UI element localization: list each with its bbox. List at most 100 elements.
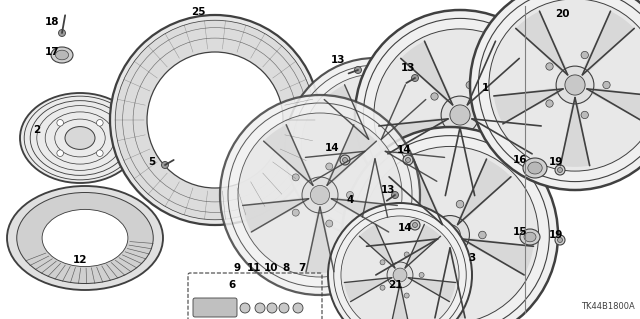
Circle shape [456, 200, 464, 208]
Text: 2: 2 [33, 125, 40, 135]
Circle shape [293, 303, 303, 313]
Text: 9: 9 [234, 263, 241, 273]
Circle shape [238, 113, 402, 277]
Polygon shape [580, 11, 634, 76]
Polygon shape [264, 125, 315, 187]
Circle shape [565, 75, 585, 95]
Circle shape [302, 177, 338, 213]
Ellipse shape [17, 192, 153, 284]
Circle shape [301, 74, 449, 222]
Circle shape [420, 212, 428, 220]
Polygon shape [389, 159, 444, 226]
Circle shape [466, 81, 474, 89]
Polygon shape [461, 237, 534, 275]
Circle shape [403, 155, 413, 165]
Text: 13: 13 [401, 63, 415, 73]
Circle shape [450, 105, 470, 125]
Circle shape [341, 216, 459, 319]
Circle shape [350, 161, 356, 167]
Text: 3: 3 [468, 253, 476, 263]
Circle shape [404, 252, 409, 257]
Polygon shape [390, 284, 410, 319]
Polygon shape [471, 117, 541, 154]
Circle shape [555, 165, 565, 175]
Circle shape [97, 150, 103, 156]
Text: 13: 13 [381, 185, 396, 195]
Circle shape [340, 155, 350, 165]
Polygon shape [324, 85, 371, 141]
Circle shape [240, 303, 250, 313]
Polygon shape [362, 159, 388, 218]
Circle shape [359, 132, 391, 164]
Polygon shape [380, 85, 426, 141]
Polygon shape [456, 159, 511, 226]
Circle shape [431, 216, 470, 255]
Text: 14: 14 [324, 143, 339, 153]
Circle shape [556, 66, 594, 104]
Polygon shape [494, 87, 564, 124]
Circle shape [115, 20, 315, 220]
Circle shape [97, 120, 103, 126]
Circle shape [399, 145, 405, 151]
Polygon shape [435, 248, 465, 319]
Text: 20: 20 [555, 9, 569, 19]
Ellipse shape [524, 232, 536, 242]
Circle shape [431, 130, 438, 137]
Circle shape [161, 161, 168, 168]
Circle shape [57, 150, 63, 156]
Circle shape [58, 29, 65, 36]
Text: 17: 17 [45, 47, 60, 57]
Circle shape [456, 262, 464, 270]
Circle shape [355, 10, 565, 220]
Circle shape [581, 111, 588, 119]
Circle shape [285, 58, 465, 238]
Circle shape [440, 225, 460, 245]
Circle shape [410, 220, 420, 230]
Circle shape [393, 268, 407, 282]
Ellipse shape [520, 229, 540, 245]
Ellipse shape [65, 127, 95, 149]
Circle shape [267, 303, 277, 313]
Circle shape [420, 250, 428, 258]
Ellipse shape [523, 158, 547, 178]
Text: 7: 7 [298, 263, 306, 273]
Circle shape [220, 95, 420, 295]
Text: 13: 13 [331, 55, 345, 65]
Circle shape [355, 66, 362, 73]
Text: 4: 4 [346, 195, 354, 205]
Polygon shape [561, 97, 589, 167]
Circle shape [279, 303, 289, 313]
Circle shape [255, 303, 265, 313]
Text: 15: 15 [513, 227, 527, 237]
Circle shape [419, 272, 424, 278]
Polygon shape [331, 197, 397, 232]
Circle shape [441, 96, 479, 134]
Circle shape [555, 235, 565, 245]
Polygon shape [360, 224, 396, 269]
Polygon shape [408, 276, 456, 302]
Circle shape [387, 262, 413, 288]
Circle shape [380, 171, 387, 177]
Text: 5: 5 [148, 157, 156, 167]
Circle shape [57, 120, 63, 126]
Circle shape [342, 127, 558, 319]
Text: 14: 14 [397, 145, 412, 155]
Text: 19: 19 [549, 157, 563, 167]
Text: 6: 6 [228, 280, 236, 290]
Circle shape [431, 93, 438, 100]
Polygon shape [465, 41, 519, 106]
Circle shape [404, 293, 409, 298]
Circle shape [413, 222, 417, 227]
Ellipse shape [42, 209, 128, 267]
Text: 16: 16 [513, 155, 527, 165]
Polygon shape [344, 276, 392, 302]
Circle shape [380, 119, 387, 125]
Circle shape [326, 220, 333, 227]
Circle shape [342, 158, 348, 162]
Ellipse shape [51, 47, 73, 63]
Circle shape [488, 111, 495, 119]
Circle shape [557, 238, 563, 242]
Text: 19: 19 [549, 230, 563, 240]
Text: 18: 18 [45, 17, 60, 27]
Circle shape [489, 0, 640, 171]
